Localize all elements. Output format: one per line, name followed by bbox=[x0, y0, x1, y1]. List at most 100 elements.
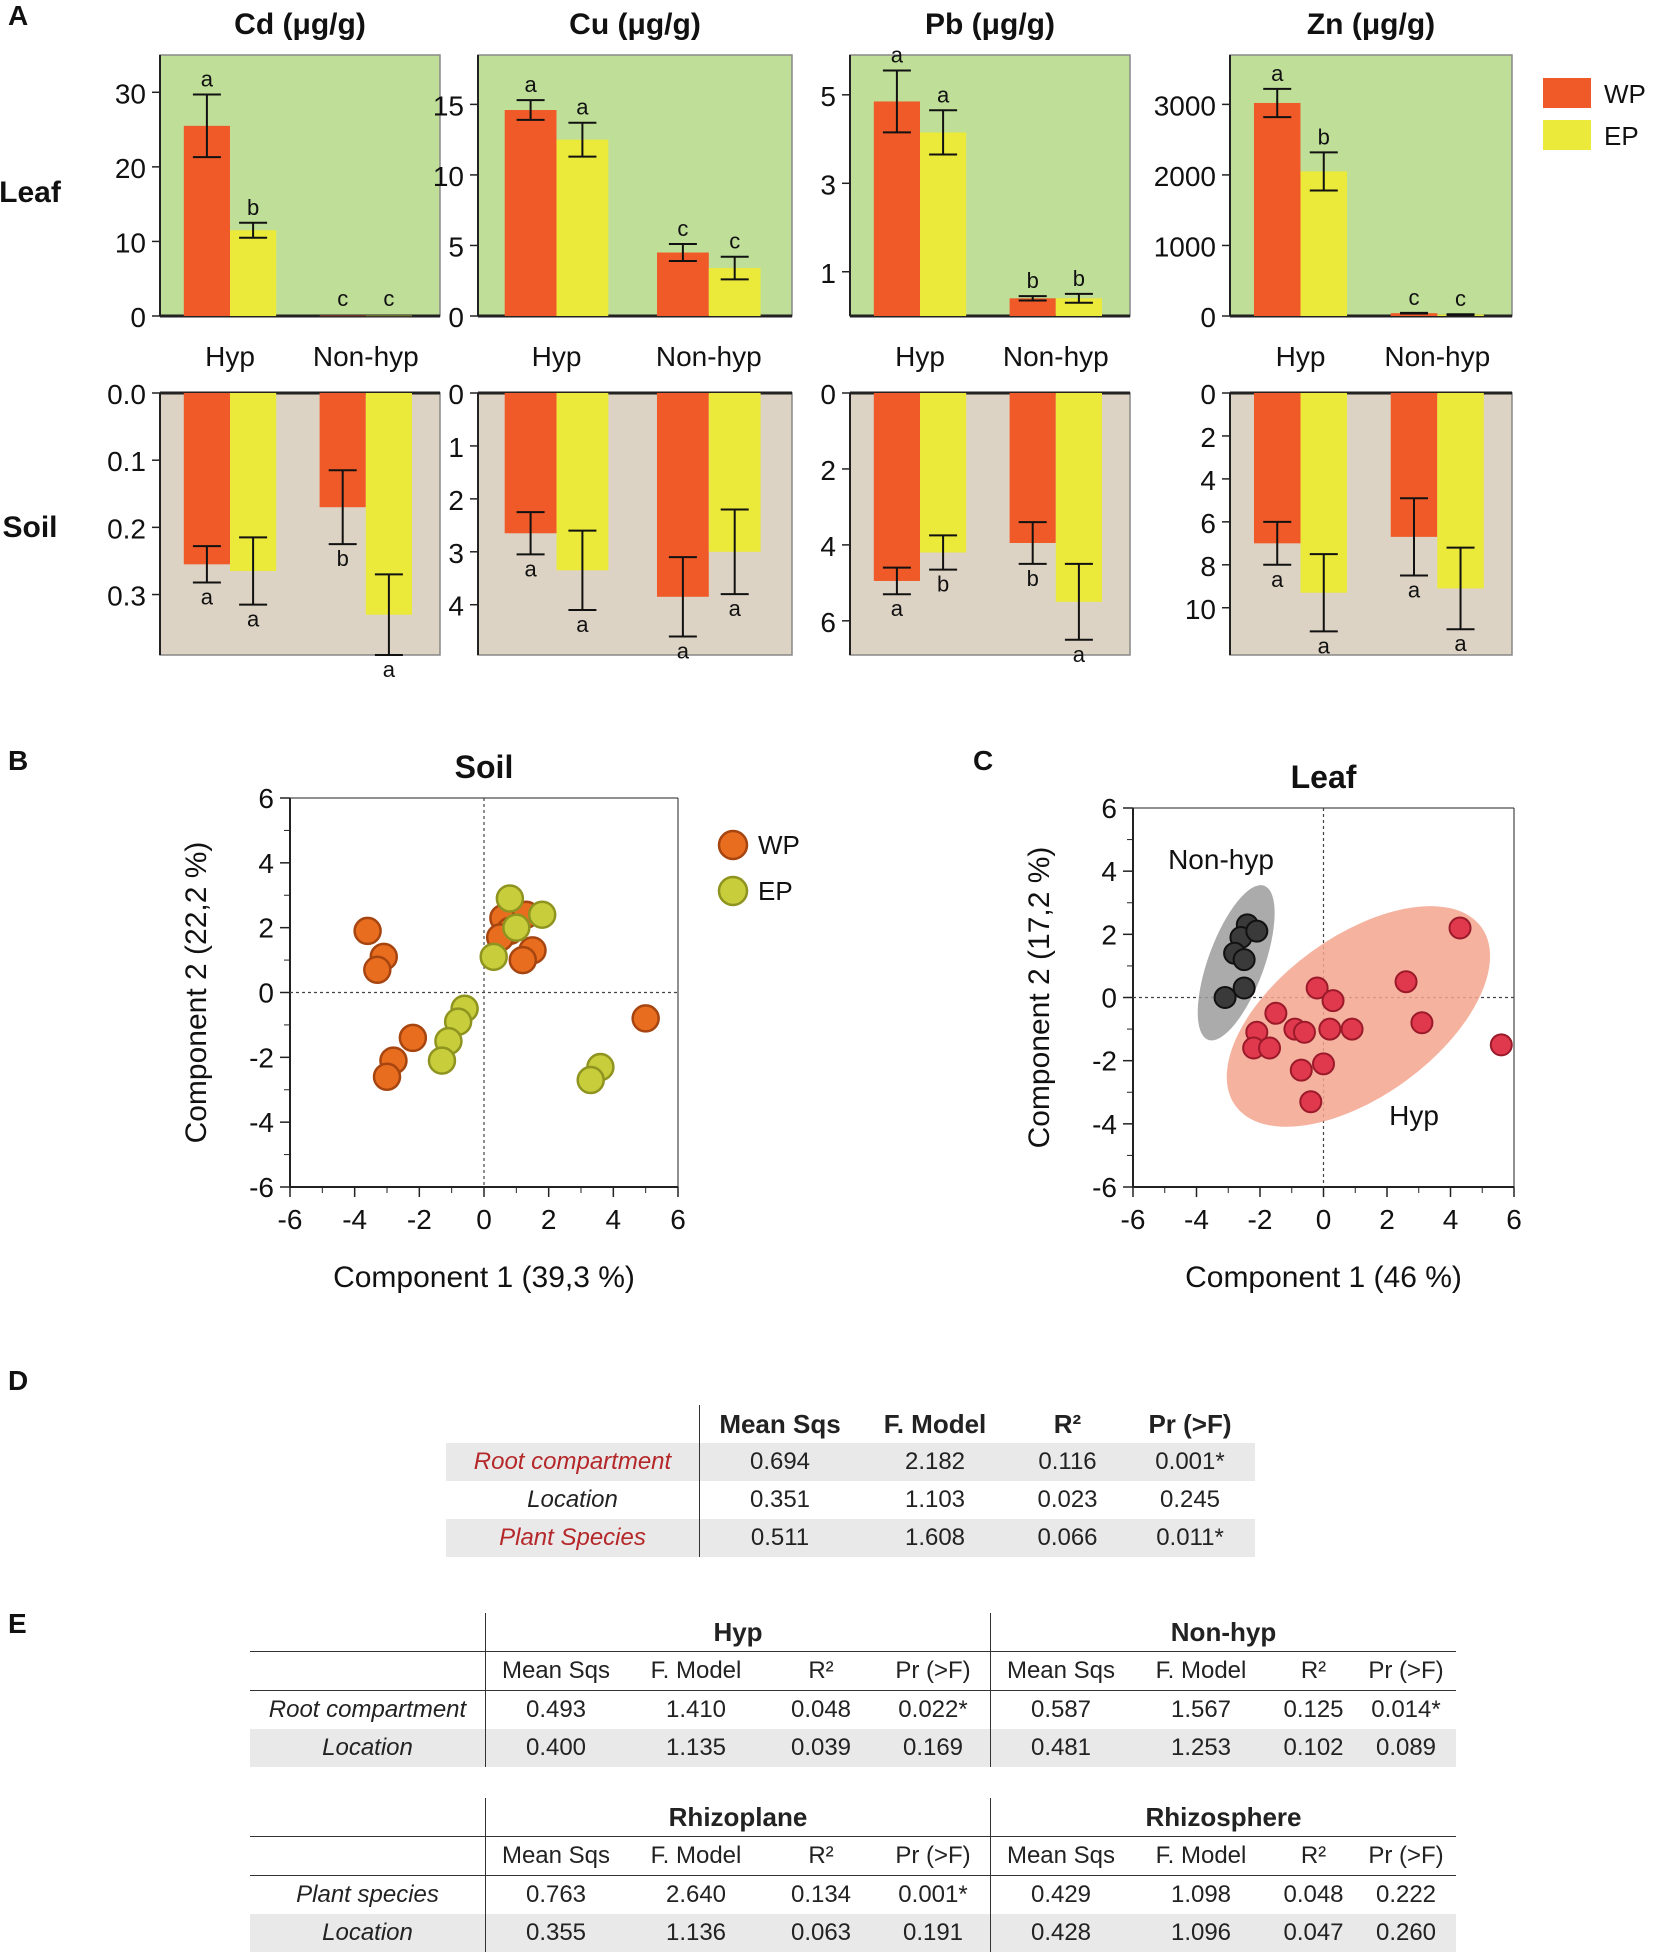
significance-label: a bbox=[576, 95, 589, 120]
table-cell: 1.608 bbox=[860, 1519, 1010, 1557]
scatter-point-hyp bbox=[1264, 1001, 1288, 1025]
panel-c-leaf-pca: -6-6 -4 -4 -2 -2 0 0 2 2 4 4 6 6 Leaf Component 1 (46 … bbox=[1023, 759, 1522, 1294]
col-header: F. Model bbox=[883, 1408, 987, 1439]
significance-label: c bbox=[1455, 286, 1466, 311]
bar-ep bbox=[920, 393, 967, 553]
group-label-hyp: Hyp bbox=[1389, 1100, 1439, 1131]
table-cell: 1.136 bbox=[626, 1914, 766, 1952]
table-cell: 0.048 bbox=[1283, 1881, 1344, 1908]
col-header: F. Model bbox=[626, 1836, 766, 1876]
significance-label: b bbox=[337, 546, 349, 571]
scatter-point-hyp bbox=[1292, 1020, 1316, 1044]
col-header: R² bbox=[1271, 1651, 1356, 1691]
col-header: Pr (>F) bbox=[1356, 1651, 1456, 1691]
group-header: Non-hyp bbox=[990, 1613, 1456, 1652]
table-cell: 0.048 bbox=[790, 1696, 852, 1723]
scatter-point-ep bbox=[502, 913, 531, 942]
y-axis-label: Component 2 (22,2 %) bbox=[180, 842, 213, 1144]
scatter-point-wp bbox=[363, 955, 392, 985]
table-cell: 0.429 bbox=[990, 1875, 1131, 1914]
table-cell: 0.066 bbox=[1010, 1519, 1125, 1557]
significance-label: c bbox=[677, 216, 688, 241]
y-tick-label: 2 bbox=[1200, 422, 1216, 453]
y-tick-label: 10 bbox=[1185, 594, 1216, 625]
y-tick-label: 1 bbox=[448, 432, 464, 463]
y-tick-label: -4 bbox=[1092, 1109, 1117, 1140]
table-cell: 0.001* bbox=[898, 1881, 968, 1908]
col-header: F. Model bbox=[626, 1651, 766, 1691]
table-cell: 0.191 bbox=[876, 1914, 991, 1952]
y-tick-label: 10 bbox=[115, 227, 146, 258]
y-tick-label: 5 bbox=[448, 231, 464, 262]
scatter-point-hyp bbox=[1289, 1058, 1313, 1082]
y-tick-label: 0 bbox=[130, 302, 146, 333]
table-d: Mean Sqs F. Model R² Pr (>F) Root compar… bbox=[446, 1405, 1255, 1557]
significance-label: a bbox=[576, 612, 589, 637]
x-tick-label: 2 bbox=[1379, 1204, 1395, 1235]
category-label: Hyp bbox=[1276, 341, 1326, 372]
y-tick-label: 20 bbox=[115, 153, 146, 184]
y-tick-label: 0 bbox=[1101, 983, 1117, 1014]
group-header: Hyp bbox=[485, 1613, 991, 1652]
y-tick-label: -6 bbox=[1092, 1172, 1117, 1203]
bar-ep bbox=[230, 230, 277, 316]
table-cell: 0.763 bbox=[485, 1875, 626, 1914]
table-cell: 2.182 bbox=[860, 1443, 1010, 1481]
y-tick-label: 10 bbox=[433, 161, 464, 192]
table-cell: 0.022* bbox=[898, 1696, 968, 1723]
table-row: Plant Species 0.511 1.608 0.066 0.011* bbox=[446, 1519, 1255, 1557]
scatter-point-non-hyp bbox=[1245, 919, 1269, 943]
col-header: Mean Sqs bbox=[699, 1405, 860, 1443]
significance-label: a bbox=[891, 596, 904, 621]
scatter-point-wp bbox=[372, 1062, 402, 1092]
row-label: Root compartment bbox=[268, 1696, 467, 1723]
y-tick-label: 0.1 bbox=[107, 446, 146, 477]
x-tick-label: -2 bbox=[1248, 1204, 1273, 1235]
scatter-point-wp bbox=[398, 1023, 428, 1053]
table-cell: 1.103 bbox=[904, 1486, 966, 1513]
col-header: F. Model bbox=[1131, 1651, 1271, 1691]
x-axis-label: Component 1 (46 %) bbox=[1185, 1261, 1462, 1294]
table-cell: 0.169 bbox=[876, 1729, 991, 1767]
x-tick-label: -4 bbox=[1184, 1204, 1209, 1235]
significance-label: a bbox=[524, 556, 537, 581]
table-e-rhizoplane-rhizosphere: Rhizoplane Rhizosphere Mean Sqs F. Model… bbox=[250, 1798, 1456, 1952]
scatter-point-ep bbox=[479, 942, 508, 972]
legend-marker-ep bbox=[717, 875, 749, 907]
y-tick-label: 4 bbox=[1101, 856, 1117, 887]
category-label: Non-hyp bbox=[1003, 341, 1109, 372]
table-cell: 1.567 bbox=[1170, 1696, 1232, 1723]
table-row: Location 0.400 1.135 0.039 0.169 0.481 1… bbox=[250, 1729, 1456, 1767]
scatter-point-wp bbox=[353, 916, 382, 946]
y-tick-label: 30 bbox=[115, 78, 146, 109]
legend-label-wp: WP bbox=[1604, 79, 1646, 109]
y-tick-label: 0 bbox=[1200, 379, 1216, 410]
bar-wp bbox=[1009, 298, 1056, 316]
significance-label: c bbox=[383, 286, 394, 311]
y-tick-label: 1 bbox=[820, 258, 836, 289]
col-header: Mean Sqs bbox=[990, 1651, 1131, 1691]
chart-title: Pb (μg/g) bbox=[925, 8, 1055, 41]
category-label: Non-hyp bbox=[1384, 341, 1490, 372]
y-tick-label: 6 bbox=[820, 607, 836, 638]
y-tick-label: 4 bbox=[258, 848, 274, 879]
bar-chart-leaf-zn: 0 1000 2000 3000 a c b c Zn (μg/g) Hyp Non-hyp bbox=[1154, 8, 1513, 372]
table-cell: 0.260 bbox=[1356, 1914, 1456, 1952]
scatter-point-non-hyp bbox=[1232, 976, 1256, 1000]
bar-chart-leaf-pb: 1 3 5 a b a b Pb (μg/g) Hyp Non-hyp bbox=[820, 8, 1131, 372]
y-tick-label: 0 bbox=[820, 379, 836, 410]
category-label: Hyp bbox=[205, 341, 255, 372]
x-tick-label: -6 bbox=[1121, 1204, 1146, 1235]
legend-marker-wp bbox=[717, 829, 749, 861]
table-cell: 0.014* bbox=[1371, 1696, 1441, 1723]
legend-label-wp: WP bbox=[758, 830, 800, 860]
scatter-point-hyp bbox=[1321, 989, 1345, 1013]
y-tick-label: 0.3 bbox=[107, 581, 146, 612]
category-label: Hyp bbox=[532, 341, 582, 372]
table-cell: 0.400 bbox=[485, 1729, 626, 1767]
col-header: R² bbox=[766, 1651, 876, 1691]
significance-label: b bbox=[247, 195, 259, 220]
col-header: Pr (>F) bbox=[1148, 1408, 1232, 1439]
x-tick-label: 4 bbox=[606, 1204, 622, 1235]
y-tick-label: 0.2 bbox=[107, 513, 146, 544]
